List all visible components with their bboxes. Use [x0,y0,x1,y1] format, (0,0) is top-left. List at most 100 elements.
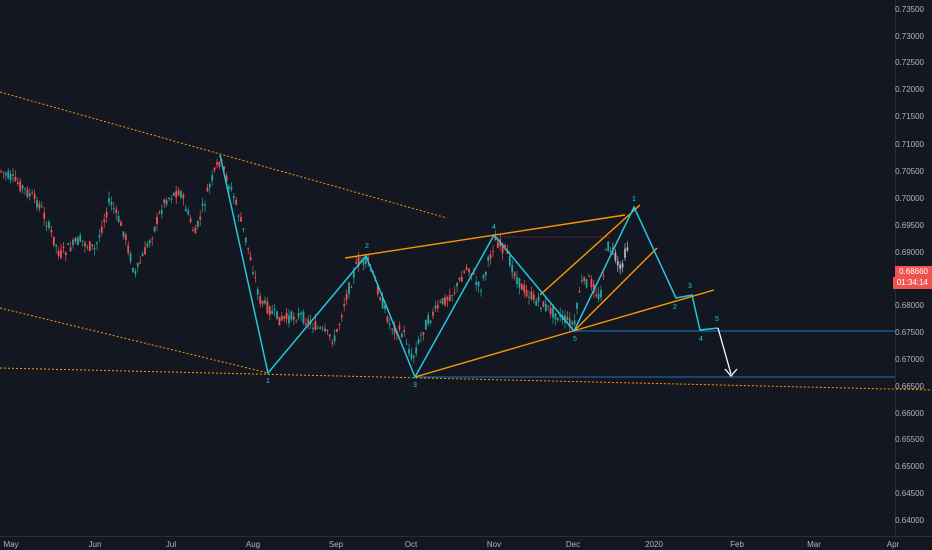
candle-body [4,173,7,176]
candle-body [285,312,288,320]
candle-body [232,195,235,199]
wave-label: 3 [688,283,692,290]
channel-top [344,214,626,259]
candle-body [381,297,384,309]
candle-body [28,193,31,197]
candle-body [484,271,487,276]
channel-bottom [414,289,715,378]
candle-body [62,246,65,249]
candle-body [79,235,82,242]
candle-body [602,275,605,277]
candle-body [273,308,276,311]
price-tick-label: 0.71000 [895,140,924,149]
candle-body [199,216,202,220]
candle-body [388,323,391,325]
candle-body [304,323,307,326]
candle-body [115,209,118,213]
candle-body [16,182,19,184]
candle-body [24,188,26,190]
price-tick-label: 0.64500 [895,489,924,498]
candle-body [403,330,406,333]
candle-body [266,301,269,314]
candle-body [525,289,528,297]
candle-body [2,171,5,173]
candle-body [184,208,187,212]
candle-body [148,240,151,244]
wedge-line-lower [573,247,658,332]
candle-body [405,343,408,345]
candle-body [26,189,29,198]
dotted-support-line [0,367,932,391]
candle-body [172,192,175,196]
candle-body [19,181,22,192]
candle-body [492,250,494,252]
time-tick-label: Mar [807,540,821,549]
time-tick-label: Jul [165,540,177,549]
price-tick-label: 0.64000 [895,516,924,525]
candle-body [230,187,233,190]
candle-body [612,248,614,250]
candle-body [216,162,218,165]
candle-body [64,252,67,256]
candle-body [537,296,540,302]
candle-body [165,200,168,205]
candle-body [158,212,161,214]
candle-body [132,267,134,272]
candle-body [302,311,305,323]
candle-body [508,255,511,266]
candle-body [489,254,492,259]
candle-body [429,320,432,323]
candle-body [616,260,619,266]
wedge-line-upper [539,204,641,296]
candle-body [542,301,545,307]
wave-label: 4 [699,336,703,343]
projection-line [717,327,732,375]
wave-label: 5 [715,316,719,323]
candle-body [465,267,468,270]
wave-label: 1 [632,196,636,203]
time-tick-label: Jun [88,540,102,549]
candle-body [218,161,221,167]
candle-body [420,334,422,336]
candle-body [513,272,516,277]
candle-body [477,281,480,287]
price-tick-label: 0.65000 [895,462,924,471]
candle-body [352,271,355,278]
candle-body [472,272,475,275]
candle-body [160,209,163,214]
candle-body [307,319,310,324]
candle-body [12,174,14,176]
candle-body [40,206,43,208]
candle-body [249,256,252,261]
candle-body [621,263,624,268]
candle-body [511,265,514,273]
candle-body [516,277,518,284]
candle-body [180,191,182,198]
candle-body [417,339,420,344]
candle-body [355,262,358,264]
candle-body [532,294,535,300]
candle-body [283,315,286,319]
candle-body [391,328,394,331]
time-tick-label: Feb [730,540,744,549]
candle-body [501,243,504,254]
candle-body [458,278,461,280]
candle-body [314,321,317,330]
candle-body [31,192,34,194]
candle-body [156,216,158,225]
candle-body [348,282,350,295]
candle-body [530,291,533,300]
candle-body [326,329,329,331]
candle-body [600,290,602,298]
candle-body [549,307,552,315]
candle-body [21,185,24,189]
candle-body [408,349,410,354]
candle-body [96,242,98,244]
candle-body [261,300,264,305]
candle-body [50,230,53,233]
candle-body [619,264,622,270]
candle-body [434,305,437,309]
candle-body [624,248,626,258]
